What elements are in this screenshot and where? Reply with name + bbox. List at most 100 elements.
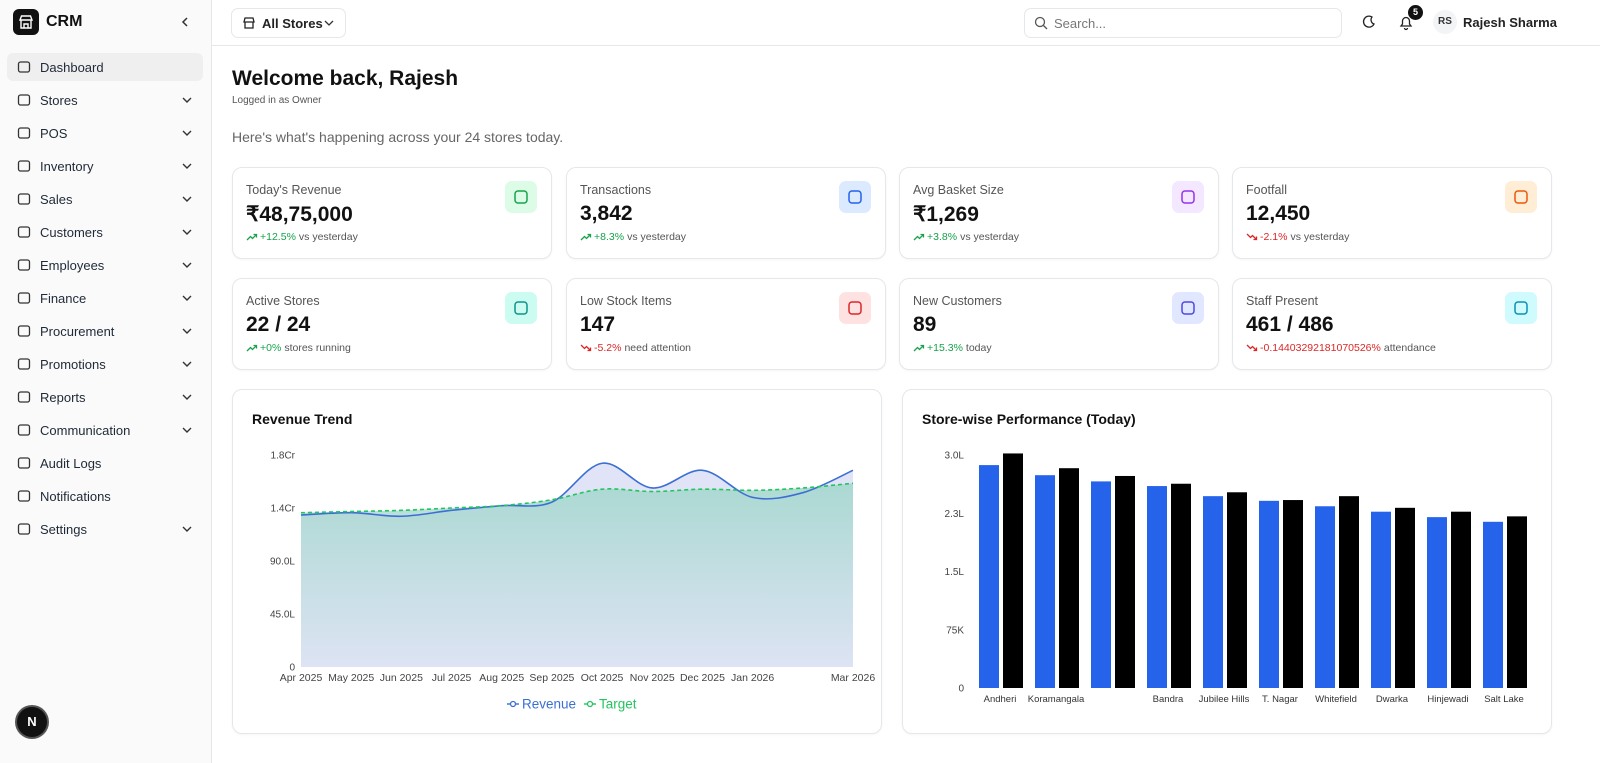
kpi-icon-glyph: [848, 190, 862, 204]
nav-item[interactable]: Dashboard: [7, 53, 203, 81]
kpi-icon: [505, 181, 537, 213]
kpi-change-row: -5.2% need attention: [580, 342, 691, 354]
kpi-card: New Customers 89 +15.3% today: [899, 278, 1219, 370]
kpi-value: 3,842: [580, 202, 633, 225]
nav-label: Inventory: [40, 159, 94, 174]
trend-arrow: [1246, 344, 1258, 352]
collapse-button[interactable]: [180, 16, 190, 28]
nav-item[interactable]: Promotions: [7, 350, 203, 378]
nav-icon: [17, 391, 31, 403]
kpi-icon-glyph: [848, 301, 862, 315]
kpi-value: 12,450: [1246, 202, 1311, 225]
trend-arrow: [580, 233, 592, 241]
nav-item[interactable]: Audit Logs: [7, 449, 203, 477]
nav-item[interactable]: Sales: [7, 185, 203, 213]
trend-arrow-shape: [580, 234, 591, 241]
chevron: [324, 20, 334, 26]
nav-chevron: [182, 361, 192, 367]
chevron-shape: [182, 130, 192, 136]
nav-icon: [17, 160, 31, 172]
kpi-change: +15.3%: [927, 342, 963, 354]
chevron-shape: [182, 262, 192, 268]
trend-arrow: [913, 344, 925, 352]
search-box[interactable]: Search...: [1024, 8, 1342, 38]
kpi-icon-shape: [1181, 301, 1195, 315]
nav-label: Customers: [40, 225, 103, 240]
kpi-note: attendance: [1383, 342, 1436, 354]
kpi-icon-shape: [1514, 301, 1528, 315]
welcome-subtitle: Logged in as Owner: [232, 95, 322, 106]
kpi-change-row: -0.14403292181070526% attendance: [1246, 342, 1436, 354]
chevron-shape: [182, 295, 192, 301]
nav-item[interactable]: Stores: [7, 86, 203, 114]
chevron-shape: [182, 526, 192, 532]
nav-item[interactable]: Employees: [7, 251, 203, 279]
nav-icon: [17, 127, 31, 139]
nav-icon: [17, 61, 31, 73]
store-icon: [243, 17, 255, 29]
dev-badge[interactable]: N: [17, 707, 47, 737]
chevron-shape: [182, 229, 192, 235]
nav-icon: [17, 424, 31, 436]
user-avatar[interactable]: RS: [1433, 10, 1457, 34]
kpi-change-row: +3.8% vs yesterday: [913, 231, 1019, 243]
revenue-trend-card: [232, 389, 882, 734]
nav-icon-shape: [17, 193, 31, 205]
nav-item[interactable]: Communication: [7, 416, 203, 444]
kpi-card: Transactions 3,842 +8.3% vs yesterday: [566, 167, 886, 259]
kpi-note: vs yesterday: [298, 231, 358, 243]
nav-chevron: [182, 427, 192, 433]
kpi-icon: [839, 292, 871, 324]
nav-icon-shape: [17, 127, 31, 139]
nav-label: Dashboard: [40, 60, 104, 75]
nav-item[interactable]: Settings: [7, 515, 203, 543]
user-name[interactable]: Rajesh Sharma: [1463, 15, 1557, 30]
nav-chevron: [182, 394, 192, 400]
kpi-icon-shape: [1514, 190, 1528, 204]
theme-toggle[interactable]: [1362, 15, 1376, 29]
notifications-bell[interactable]: [1398, 15, 1414, 31]
nav-label: Notifications: [40, 489, 111, 504]
chevron-shape: [182, 97, 192, 103]
store-selector[interactable]: All Stores: [231, 8, 346, 38]
chevron-shape: [182, 328, 192, 334]
trend-arrow-head: [920, 233, 925, 238]
kpi-note: vs yesterday: [1290, 231, 1350, 243]
nav-chevron: [182, 130, 192, 136]
search-icon: [1034, 16, 1048, 30]
kpi-icon-shape: [514, 301, 528, 315]
chevron-shape: [182, 394, 192, 400]
nav-icon: [17, 358, 31, 370]
nav-icon-shape: [17, 424, 31, 436]
nav-label: Communication: [40, 423, 131, 438]
kpi-icon: [1172, 292, 1204, 324]
trend-arrow: [580, 344, 592, 352]
nav-item[interactable]: Customers: [7, 218, 203, 246]
store-selector-label: All Stores: [262, 16, 323, 31]
kpi-icon: [505, 292, 537, 324]
nav-item[interactable]: POS: [7, 119, 203, 147]
trend-arrow-head: [253, 233, 258, 238]
nav-item[interactable]: Finance: [7, 284, 203, 312]
nav-label: Sales: [40, 192, 73, 207]
trend-arrow: [246, 344, 258, 352]
nav-icon-shape: [17, 325, 31, 337]
nav-item[interactable]: Reports: [7, 383, 203, 411]
kpi-label: Footfall: [1246, 183, 1287, 197]
trend-arrow-shape: [1246, 344, 1257, 351]
trend-arrow-head: [1253, 236, 1258, 241]
nav-item[interactable]: Inventory: [7, 152, 203, 180]
kpi-icon: [1505, 181, 1537, 213]
kpi-icon-shape: [848, 301, 862, 315]
nav-icon-shape: [17, 358, 31, 370]
chevron-shape: [182, 163, 192, 169]
nav-icon: [17, 325, 31, 337]
trend-arrow-head: [920, 344, 925, 349]
nav-item[interactable]: Notifications: [7, 482, 203, 510]
kpi-value: 147: [580, 313, 616, 336]
kpi-icon-glyph: [1514, 301, 1528, 315]
nav-item[interactable]: Procurement: [7, 317, 203, 345]
kpi-label: Transactions: [580, 183, 652, 197]
kpi-value: 89: [913, 313, 937, 336]
